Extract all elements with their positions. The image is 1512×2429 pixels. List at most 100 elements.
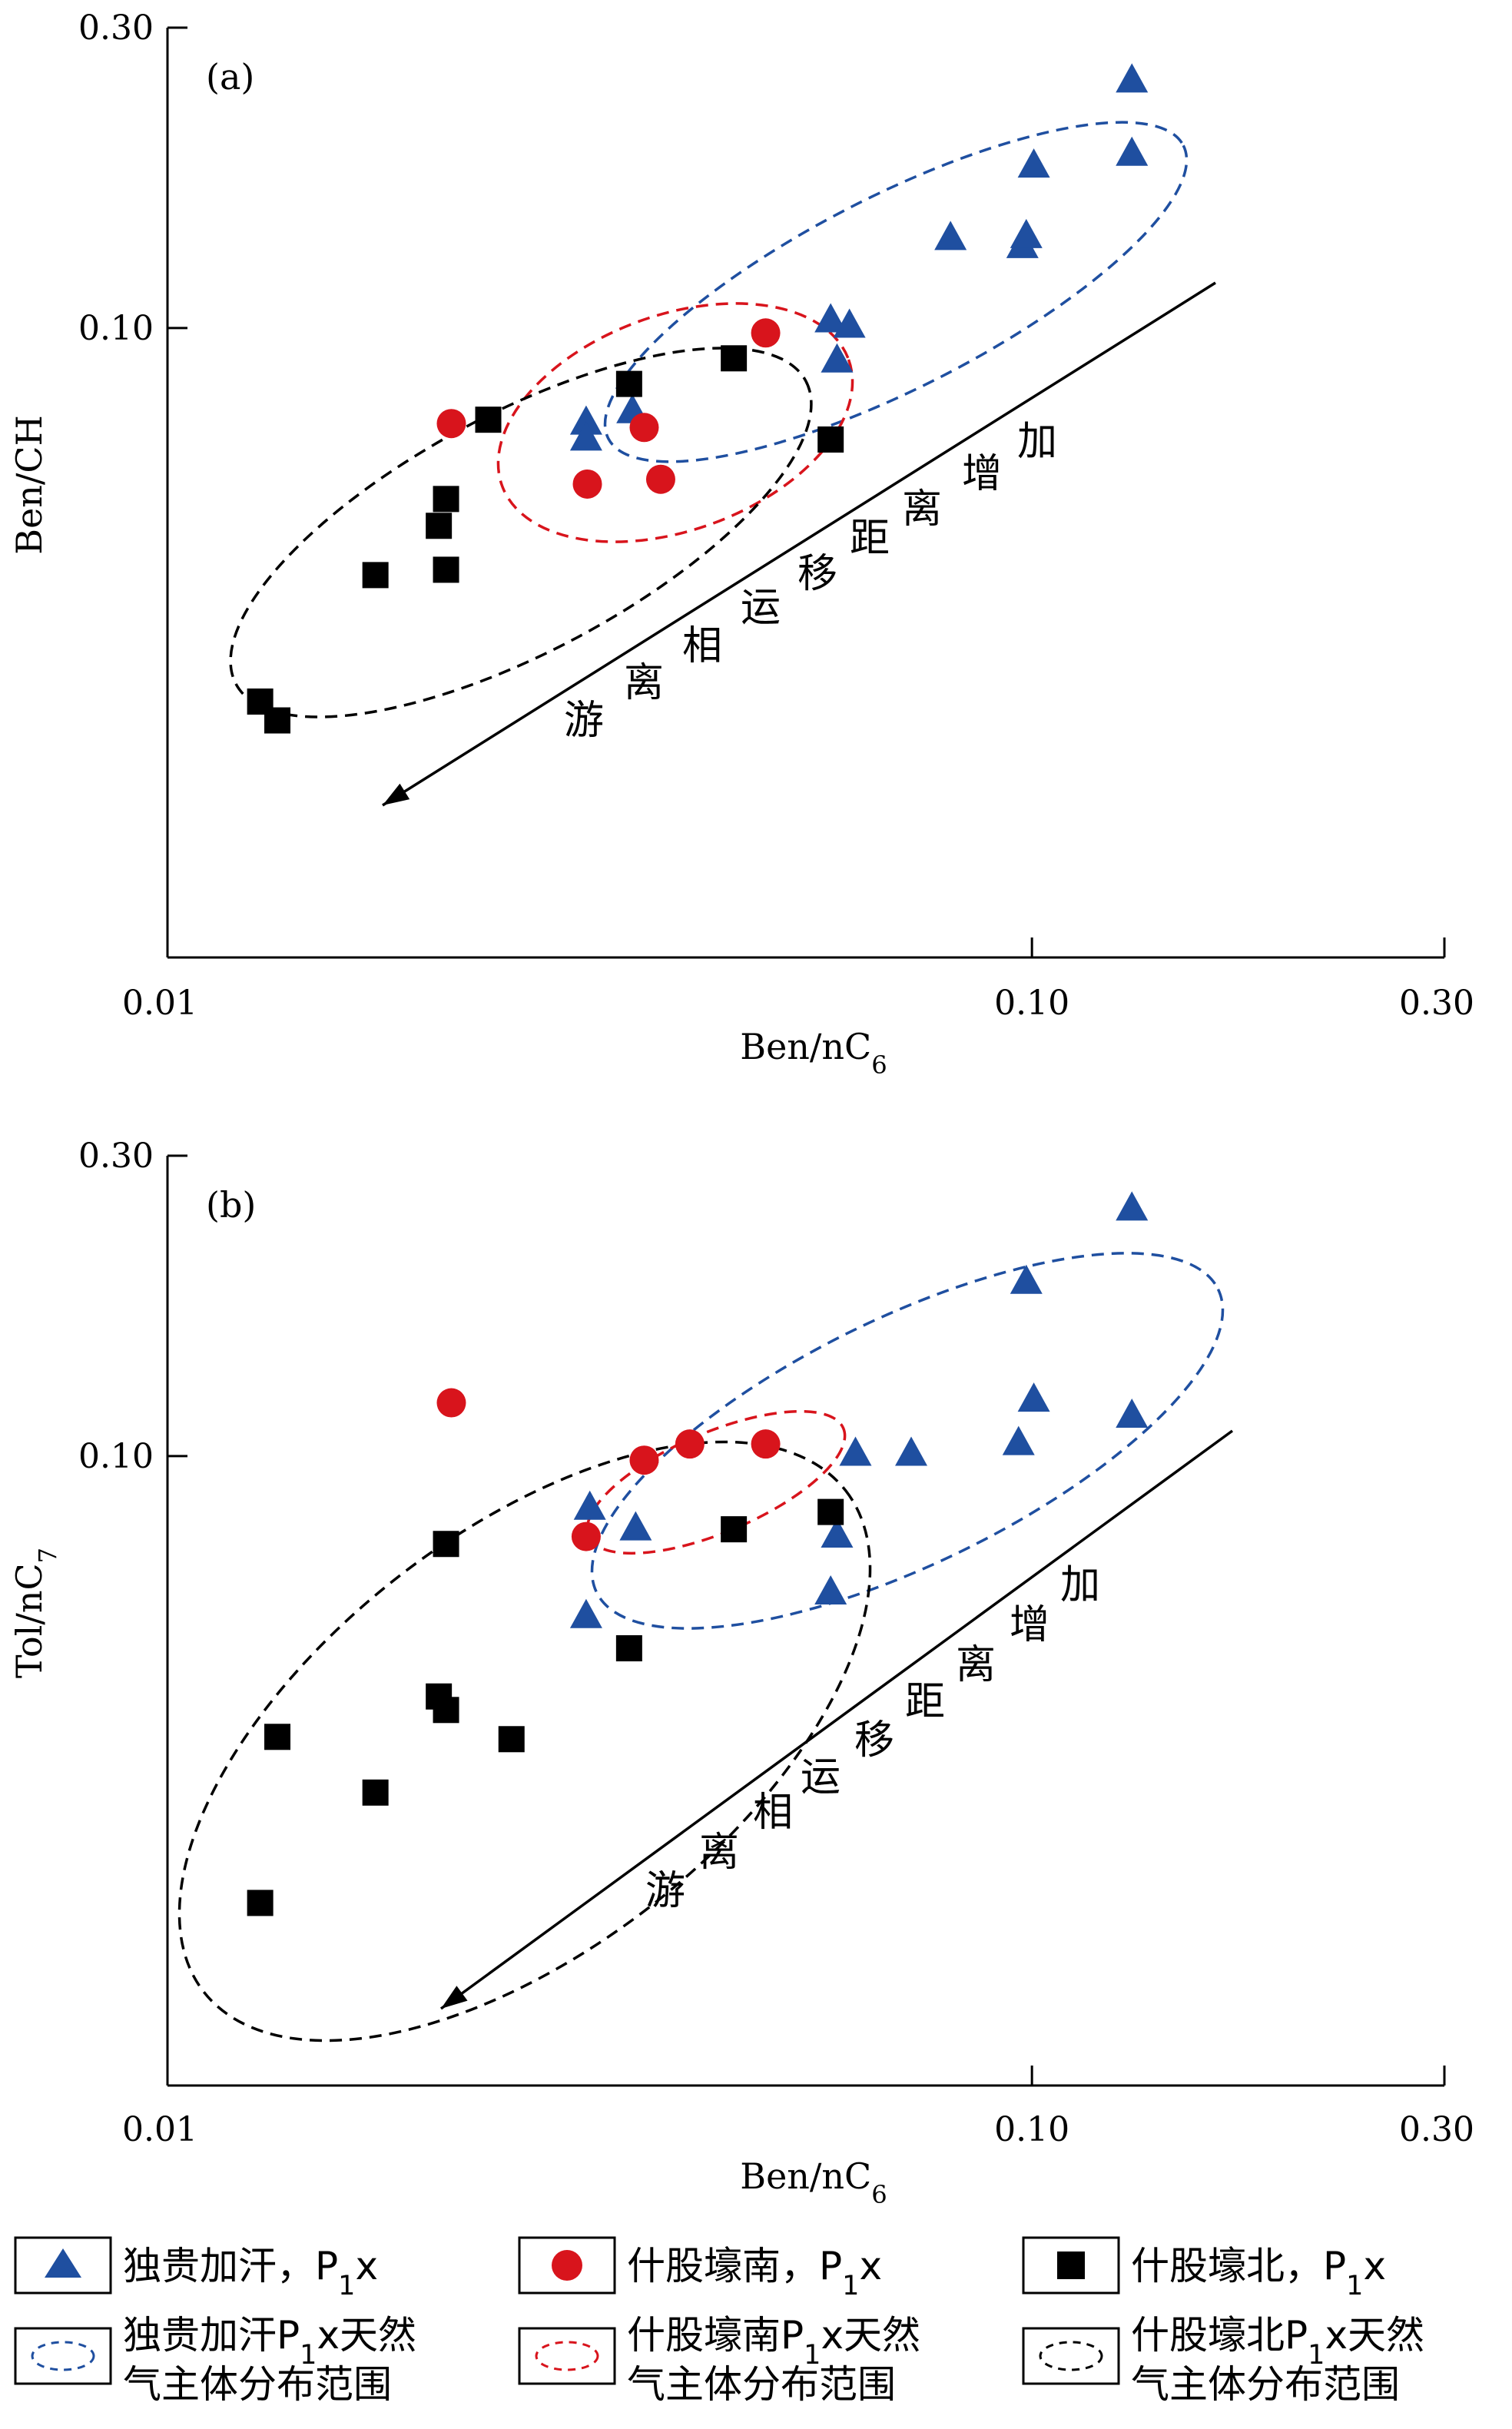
circle-point	[629, 1445, 659, 1475]
legend-ellipse-symbol	[1039, 2341, 1103, 2371]
x-tick-label: 0.01	[122, 2110, 197, 2149]
trend-annotation-char: 运	[801, 1754, 841, 1800]
trend-annotation-char: 运	[741, 585, 781, 631]
x-axis-label: Ben/nC6	[740, 1026, 887, 1080]
triangle-point	[1116, 136, 1149, 166]
legend-label-line1: 什股壕南P1x天然	[627, 2313, 920, 2371]
legend-label: 什股壕南，P1x	[627, 2244, 882, 2301]
legend-label-line1-part: 独贵加汗P	[123, 2313, 300, 2358]
square-point	[362, 562, 389, 589]
legend-label-part: 什股壕南，P	[627, 2244, 842, 2288]
square-point	[433, 486, 459, 513]
trend-annotation-char: 移	[854, 1717, 894, 1764]
legend-label-line1-part: x天然	[1325, 2313, 1424, 2358]
legend-label-sub: 1	[1346, 2271, 1363, 2301]
black-range-ellipse	[177, 1440, 872, 2042]
trend-annotation-char: 距	[905, 1679, 945, 1725]
trend-annotation-char: 增	[962, 451, 1002, 497]
trend-arrow-head	[383, 783, 410, 805]
y-axis-label-part: Tol/nC	[8, 1563, 50, 1678]
y-tick-label: 0.30	[78, 8, 154, 48]
square-point	[433, 1697, 459, 1724]
x-tick-label: 0.30	[1399, 2110, 1474, 2149]
square-point	[362, 1779, 389, 1806]
y-tick-label: 0.30	[78, 1137, 154, 1176]
legend-label-line2: 气主体分布范围	[627, 2362, 896, 2407]
legend-label-line1-part: 什股壕北P	[1131, 2313, 1308, 2358]
chart-panel-a: 0.100.300.01 0.10 0.30Ben/nC6Ben/CH(a)游离相运…	[8, 8, 1474, 1080]
trend-annotation-char: 距	[850, 516, 890, 562]
trend-annotation-char: 加	[1017, 419, 1057, 465]
y-tick-label: 0.10	[78, 309, 154, 348]
circle-point	[436, 409, 466, 439]
trend-annotation-char: 增	[1010, 1602, 1049, 1648]
square-point	[721, 1516, 748, 1543]
triangle-point	[1010, 218, 1043, 248]
chart-panel-b: 0.100.300.01 0.10 0.30Ben/nC6Tol/nC7(b)游离相…	[8, 1137, 1474, 2209]
circle-point	[751, 1429, 781, 1459]
circle-point	[571, 1521, 601, 1551]
triangle-point	[839, 1436, 872, 1466]
legend-label-part: 什股壕北，P	[1131, 2244, 1346, 2288]
square-point	[615, 370, 642, 397]
red-range-ellipse	[496, 302, 854, 543]
legend-label-line1-sub: 1	[1308, 2340, 1325, 2371]
trend-annotation-char: 离	[956, 1642, 996, 1688]
legend-label-sub: 1	[338, 2271, 355, 2301]
square-point	[264, 707, 291, 734]
trend-annotation-char: 相	[682, 623, 722, 669]
circle-point	[675, 1429, 705, 1459]
x-tick-label: 0.10	[994, 2110, 1069, 2149]
triangle-point	[569, 405, 602, 435]
trend-annotation-char: 游	[645, 1868, 685, 1914]
trend-annotation-char: 移	[797, 551, 837, 597]
legend-label-line1-part: x天然	[821, 2313, 920, 2358]
legend-ellipse-symbol	[535, 2341, 599, 2371]
square-point	[498, 1726, 525, 1753]
triangle-point	[1017, 148, 1050, 178]
legend-label-line1-sub: 1	[300, 2340, 317, 2371]
circle-point	[572, 469, 602, 499]
legend-label-sub: 1	[842, 2271, 859, 2301]
blue-range-ellipse	[603, 121, 1189, 463]
triangle-point	[1116, 1191, 1149, 1221]
x-axis-label-part: Ben/nC	[740, 1026, 871, 1067]
legend-label-line1-sub: 1	[804, 2340, 821, 2371]
triangle-point	[895, 1436, 928, 1466]
trend-arrow-head	[441, 1986, 468, 2009]
triangle-point	[1116, 63, 1149, 93]
square-point	[433, 556, 459, 583]
x-tick-label: 0.30	[1399, 984, 1474, 1023]
y-axis-label: Tol/nC7	[8, 1548, 62, 1678]
x-axis-label: Ben/nC6	[740, 2155, 887, 2209]
circle-point	[436, 1388, 466, 1418]
square-point	[615, 1635, 642, 1662]
triangle-point	[573, 1490, 606, 1520]
black-range-ellipse	[229, 347, 813, 718]
chart-legend: 独贵加汗，P1x 什股壕南，P1x 什股壕北，P1x独贵加汗P1x天然气主体分布范围…	[14, 2236, 1424, 2407]
legend-label-line1-part: 什股壕南P	[627, 2313, 804, 2358]
triangle-point	[1010, 1264, 1043, 1294]
legend-label: 独贵加汗，P1x	[123, 2244, 378, 2301]
trend-annotation-char: 离	[699, 1830, 739, 1876]
legend-triangle-symbol	[45, 2248, 81, 2278]
triangle-point	[814, 1575, 847, 1605]
x-tick-label: 0.10	[994, 984, 1069, 1023]
y-axis-label-part: Ben/CH	[8, 415, 50, 554]
panel-label: (b)	[206, 1184, 256, 1226]
legend-label-part: x	[1363, 2244, 1386, 2288]
legend-label: 什股壕北，P1x	[1131, 2244, 1386, 2301]
triangle-point	[619, 1511, 652, 1541]
square-point	[817, 426, 844, 453]
legend-swatch-box	[518, 2327, 616, 2385]
trend-annotation-char: 离	[902, 486, 942, 533]
legend-swatch-box	[1022, 2327, 1120, 2385]
square-point	[475, 406, 502, 433]
triangle-point	[569, 1598, 602, 1628]
legend-label-part: x	[859, 2244, 882, 2288]
square-point	[426, 513, 453, 539]
legend-label-part: 独贵加汗，P	[123, 2244, 338, 2288]
circle-point	[629, 413, 659, 443]
legend-label-line1: 独贵加汗P1x天然	[123, 2313, 416, 2371]
x-axis-label-sub: 6	[871, 2180, 887, 2209]
